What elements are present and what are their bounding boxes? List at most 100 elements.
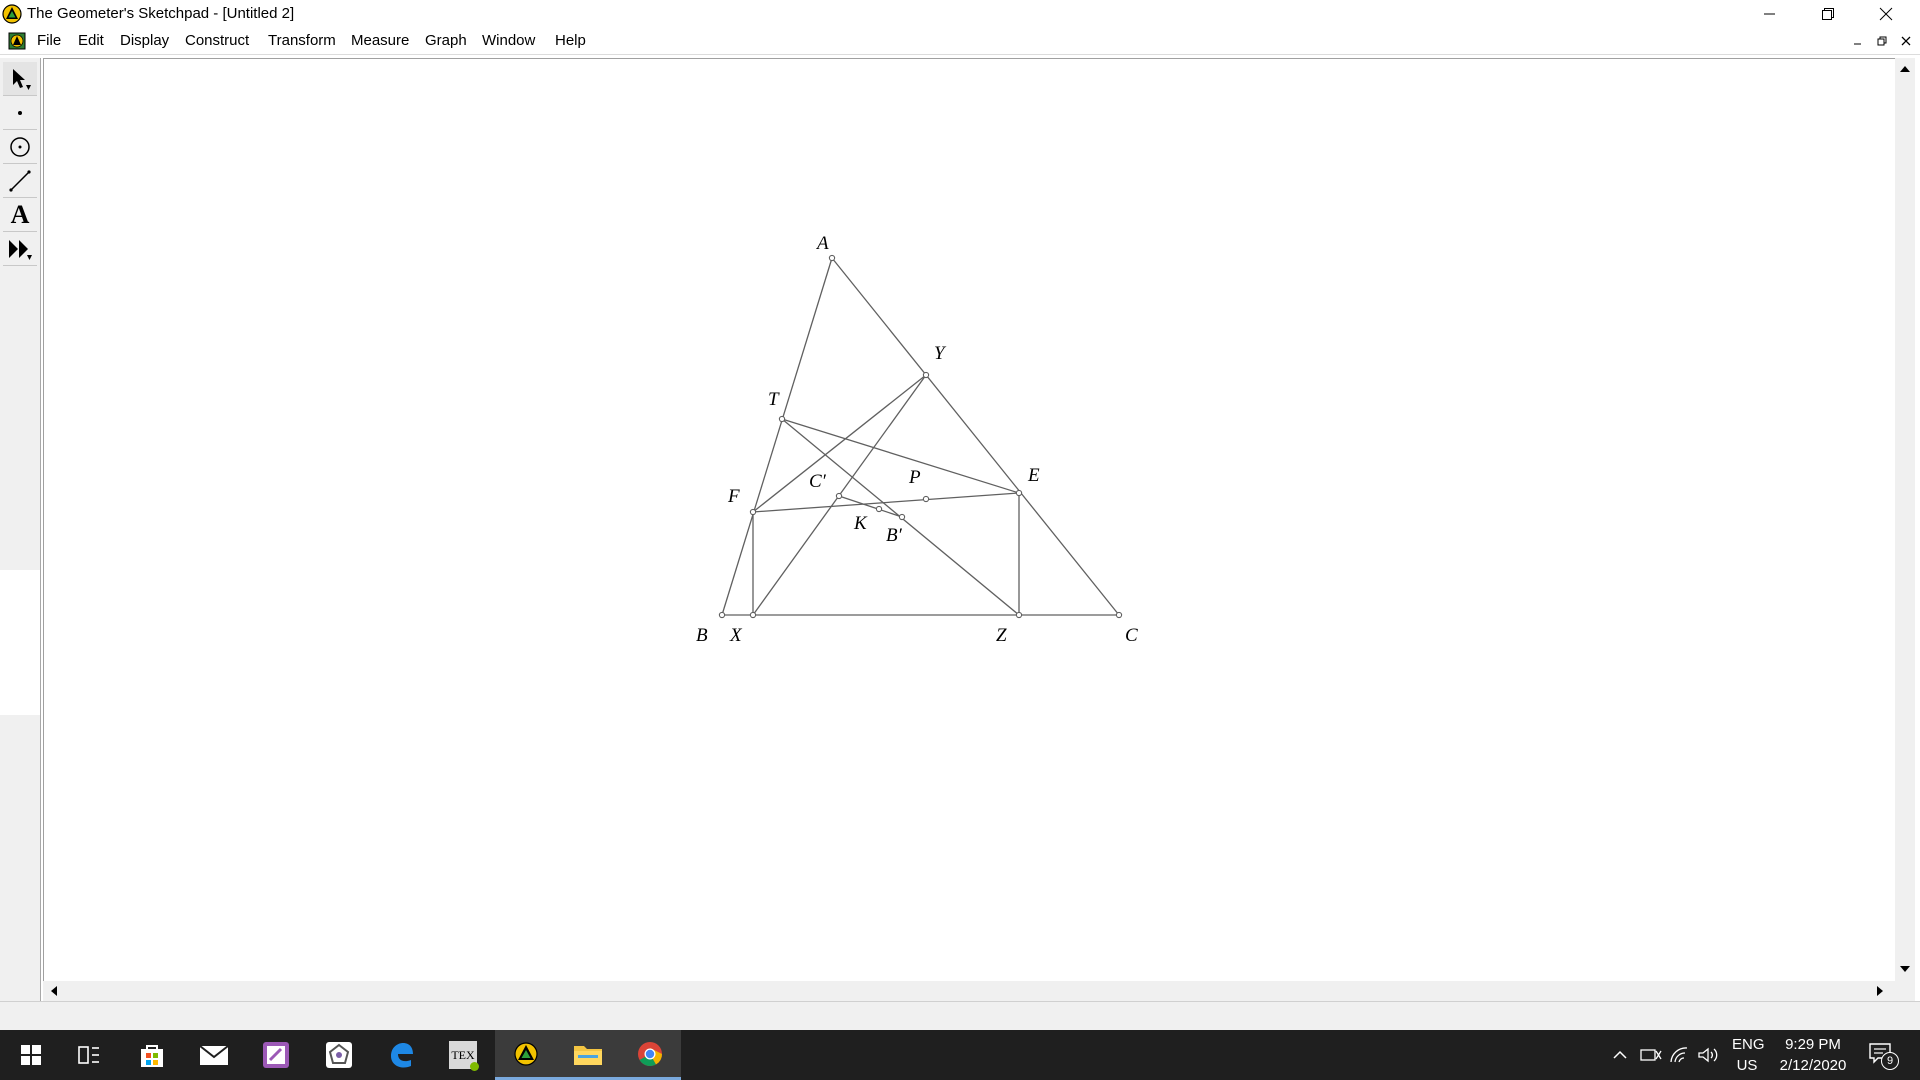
segment-AB <box>721 257 833 616</box>
taskbar-geometers-sketchpad[interactable] <box>495 1030 557 1080</box>
label-P[interactable]: P <box>908 467 921 488</box>
horizontal-scrollbar[interactable] <box>43 981 1895 1001</box>
point-K[interactable] <box>875 505 883 513</box>
minimize-icon <box>1854 43 1861 45</box>
notification-center-button[interactable]: 9 <box>1868 1040 1899 1070</box>
menu-file[interactable]: File <box>37 32 62 49</box>
point-X[interactable] <box>749 611 757 619</box>
notification-icon <box>1869 1043 1891 1064</box>
compass-icon <box>10 136 30 157</box>
label-T[interactable]: T <box>768 389 780 410</box>
point-B[interactable] <box>718 611 726 619</box>
menu-display[interactable]: Display <box>120 32 170 49</box>
windows-start-icon <box>21 1045 41 1065</box>
menu-transform[interactable]: Transform <box>268 32 336 49</box>
straightedge-icon <box>9 169 31 192</box>
onenote-icon <box>263 1042 289 1068</box>
document-restore-button[interactable] <box>1872 31 1892 51</box>
custom-tool-icon <box>9 239 32 260</box>
chrome-icon <box>638 1041 662 1066</box>
menu-construct[interactable]: Construct <box>185 32 250 49</box>
vertical-scrollbar[interactable] <box>1895 58 1915 981</box>
menu-measure[interactable]: Measure <box>351 32 410 49</box>
geometers-sketchpad-icon <box>514 1041 538 1066</box>
menu-graph[interactable]: Graph <box>425 32 467 49</box>
title-bar: The Geometer's Sketchpad - [Untitled 2] <box>0 0 1920 28</box>
taskbar-file-explorer[interactable] <box>557 1030 619 1080</box>
menu-edit[interactable]: Edit <box>78 32 104 49</box>
label-C-prime[interactable]: C′ <box>809 471 827 492</box>
texmaker-badge-icon <box>470 1062 479 1071</box>
straightedge-tool[interactable] <box>3 164 37 198</box>
task-view-icon <box>78 1046 99 1064</box>
geometry-figure: A Y T E P C′ F K B′ B X Z C <box>696 233 1138 646</box>
language-indicator[interactable]: ENG <box>1732 1036 1765 1053</box>
label-X[interactable]: X <box>729 625 743 646</box>
edge-icon <box>391 1043 413 1068</box>
label-K[interactable]: K <box>853 513 868 534</box>
tray-expand-icon[interactable] <box>1610 1045 1630 1065</box>
taskbar-sketchpad-launcher[interactable] <box>308 1030 370 1080</box>
label-B[interactable]: B <box>696 625 708 646</box>
taskbar-store[interactable] <box>121 1030 183 1080</box>
scroll-right-icon[interactable] <box>1869 981 1889 1001</box>
point-F[interactable] <box>749 508 757 516</box>
taskbar-texmaker[interactable]: TEX <box>432 1030 494 1080</box>
point-T[interactable] <box>778 415 786 423</box>
window-title: The Geometer's Sketchpad - [Untitled 2] <box>27 5 295 22</box>
close-button[interactable] <box>1858 0 1914 28</box>
scroll-down-icon[interactable] <box>1895 958 1915 978</box>
point-Z[interactable] <box>1015 611 1023 619</box>
start-button[interactable] <box>0 1030 62 1080</box>
status-bar <box>0 1001 1920 1031</box>
label-A[interactable]: A <box>815 233 829 254</box>
label-C[interactable]: C <box>1125 625 1138 646</box>
document-minimize-button[interactable] <box>1848 31 1868 51</box>
clock-date[interactable]: 2/12/2020 <box>1779 1057 1847 1074</box>
point-tool[interactable] <box>3 96 37 130</box>
file-explorer-icon <box>574 1045 602 1065</box>
restore-icon <box>1822 8 1834 20</box>
taskbar-onenote[interactable] <box>245 1030 307 1080</box>
sketch-canvas[interactable]: A Y T E P C′ F K B′ B X Z C <box>43 58 1896 982</box>
point-A[interactable] <box>828 254 836 262</box>
text-tool[interactable]: A <box>3 198 37 232</box>
scroll-up-icon[interactable] <box>1895 60 1915 80</box>
point-B-prime[interactable] <box>898 513 906 521</box>
clock-time[interactable]: 9:29 PM <box>1785 1036 1841 1053</box>
menu-window[interactable]: Window <box>482 32 536 49</box>
arrow-select-tool[interactable] <box>3 62 37 96</box>
point-E[interactable] <box>1015 489 1023 497</box>
segment-FE <box>752 492 1020 513</box>
compass-tool[interactable] <box>3 130 37 164</box>
point-Y[interactable] <box>922 371 930 379</box>
taskbar-edge[interactable] <box>370 1030 432 1080</box>
label-Z[interactable]: Z <box>996 625 1007 646</box>
toolbox-blank-area <box>0 570 40 715</box>
sketchpad-app-icon <box>2 4 22 24</box>
mail-icon <box>199 1045 229 1065</box>
document-icon[interactable] <box>8 32 26 50</box>
restore-button[interactable] <box>1800 0 1856 28</box>
taskbar-chrome[interactable] <box>619 1030 681 1080</box>
toolbox: A <box>0 58 41 1001</box>
menu-help[interactable]: Help <box>555 32 586 49</box>
minimize-button[interactable] <box>1742 0 1798 28</box>
region-indicator[interactable]: US <box>1736 1057 1758 1074</box>
point-C-prime[interactable] <box>835 492 843 500</box>
point-C[interactable] <box>1115 611 1123 619</box>
label-Y[interactable]: Y <box>934 343 947 364</box>
custom-tool[interactable] <box>3 232 37 266</box>
network-wired-icon[interactable] <box>1638 1045 1662 1065</box>
task-view-button[interactable] <box>58 1030 120 1080</box>
label-F[interactable]: F <box>727 486 740 507</box>
volume-icon[interactable] <box>1697 1045 1719 1065</box>
texmaker-glyph: TEX <box>451 1047 475 1062</box>
label-E[interactable]: E <box>1027 465 1040 486</box>
point-P[interactable] <box>922 495 930 503</box>
label-B-prime[interactable]: B′ <box>886 525 903 546</box>
wifi-icon[interactable] <box>1668 1045 1690 1065</box>
scroll-left-icon[interactable] <box>45 981 65 1001</box>
taskbar-mail[interactable] <box>183 1030 245 1080</box>
document-close-button[interactable] <box>1896 31 1916 51</box>
